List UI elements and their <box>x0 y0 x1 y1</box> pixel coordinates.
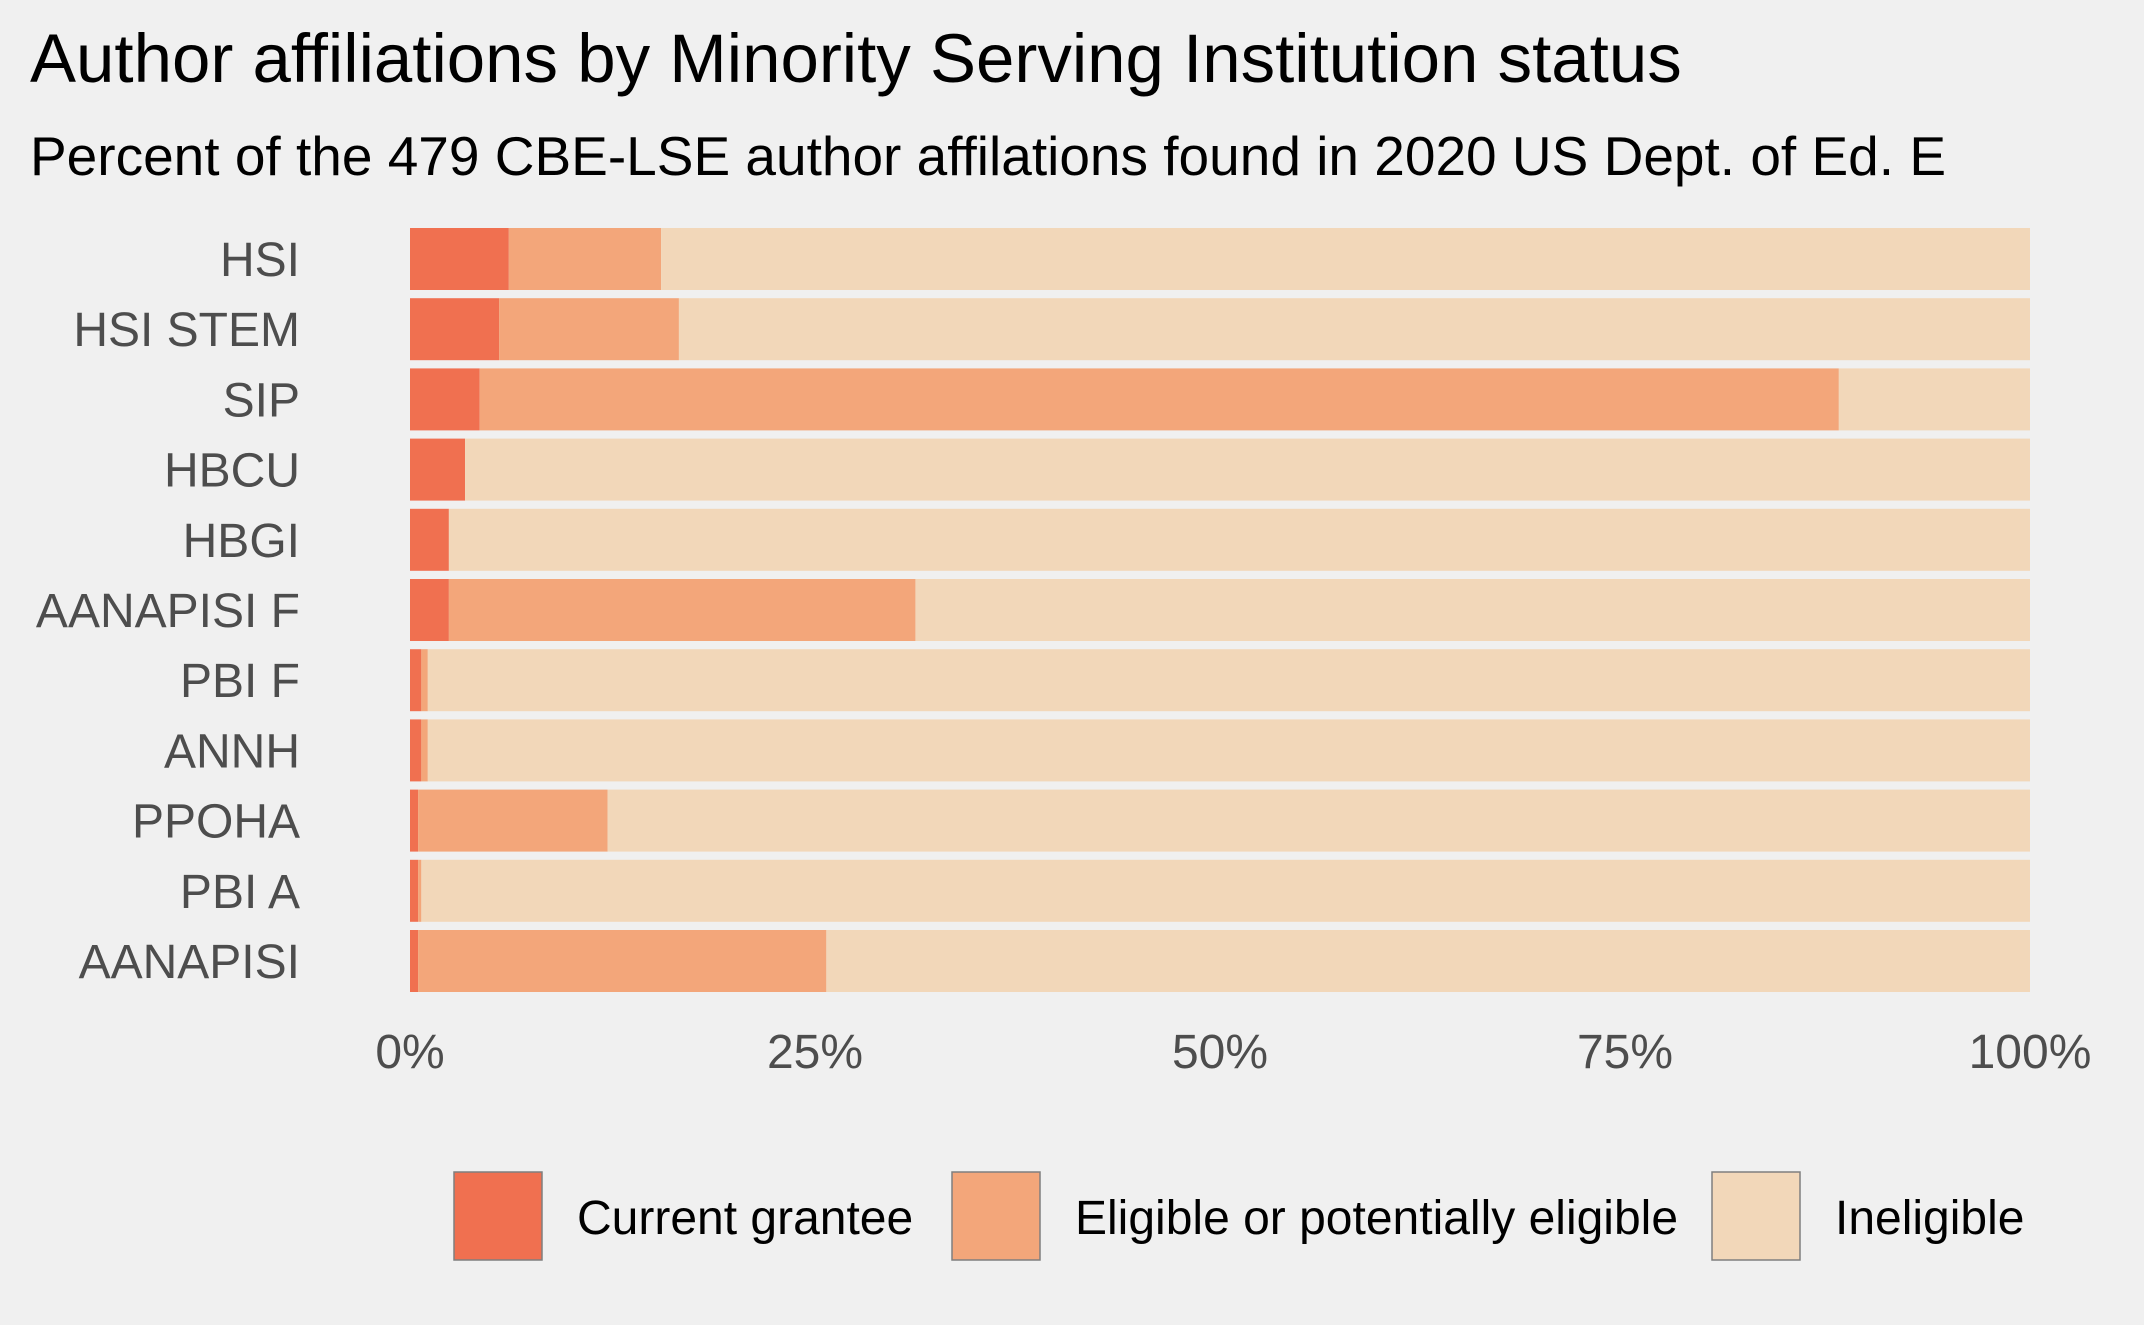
bar-hsi-ineligible <box>661 228 2030 290</box>
x-tick-label-1: 25% <box>767 1026 863 1079</box>
category-label-aanapisi-f: AANAPISI F <box>36 585 300 638</box>
x-tick-label-4: 100% <box>1969 1026 2092 1079</box>
bar-ppoha-eligible-or-potentially-eligible <box>418 789 608 852</box>
bar-pbi-a-eligible-or-potentially-eligible <box>418 859 422 922</box>
bar-hbgi-current-grantee <box>410 508 449 571</box>
bar-aanapisi-current-grantee <box>410 930 419 992</box>
category-label-hbgi: HBGI <box>183 515 300 568</box>
category-label-ppoha: PPOHA <box>132 796 300 849</box>
category-labels: HSI HSI STEM SIP HBCU HBGI AANAPISI F PBI F ANN… <box>36 234 300 989</box>
bar-hsi-stem-eligible-or-potentially-eligible <box>499 298 679 361</box>
chart-title: Author affiliations by Minority Serving … <box>30 20 1682 97</box>
legend-label-ineligible: Ineligible <box>1835 1192 2024 1245</box>
bar-pbi-f-ineligible <box>427 649 2030 712</box>
bar-annh-ineligible <box>427 719 2030 782</box>
bar-aanapisi-ineligible <box>826 930 2030 992</box>
bar-sip-ineligible <box>1838 368 2030 431</box>
x-axis-tick-labels: 0% 25% 50% 75% 100% <box>375 1026 2091 1079</box>
legend-label-eligible-or-potentially-eligible: Eligible or potentially eligible <box>1075 1192 1678 1245</box>
bar-pbi-f-eligible-or-potentially-eligible <box>421 649 428 712</box>
category-label-hsi-stem: HSI STEM <box>73 304 300 357</box>
bar-pbi-a-ineligible <box>421 859 2031 922</box>
x-tick-label-2: 50% <box>1172 1026 1268 1079</box>
bar-hsi-stem-ineligible <box>678 298 2031 361</box>
bar-hsi-eligible-or-potentially-eligible <box>508 228 662 290</box>
bar-ppoha-ineligible <box>607 789 2030 852</box>
legend-swatch-eligible-or-potentially-eligible <box>951 1171 1041 1261</box>
legend-label-current-grantee: Current grantee <box>577 1192 913 1245</box>
bar-hbcu-current-grantee <box>410 438 466 501</box>
bars-group <box>410 228 2031 992</box>
bar-ppoha-current-grantee <box>410 789 419 852</box>
bar-annh-eligible-or-potentially-eligible <box>421 719 428 782</box>
bar-sip-eligible-or-potentially-eligible <box>479 368 1839 431</box>
category-label-pbi-f: PBI F <box>180 655 300 708</box>
bar-pbi-f-current-grantee <box>410 649 422 712</box>
bar-annh-current-grantee <box>410 719 422 782</box>
bar-aanapisi-f-ineligible <box>915 579 2031 641</box>
legend-swatch-ineligible <box>1711 1171 1801 1261</box>
bar-aanapisi-f-current-grantee <box>410 579 449 641</box>
x-tick-label-0: 0% <box>375 1026 444 1079</box>
x-tick-label-3: 75% <box>1577 1026 1673 1079</box>
bar-hsi-stem-current-grantee <box>410 298 500 361</box>
legend-swatch-current-grantee <box>453 1171 543 1261</box>
legend: Current grantee Eligible or potentially e… <box>453 1171 2024 1261</box>
category-label-sip: SIP <box>223 374 300 427</box>
category-label-aanapisi: AANAPISI <box>79 936 300 989</box>
category-label-annh: ANNH <box>164 725 300 778</box>
bar-sip-current-grantee <box>410 368 480 431</box>
chart-subtitle: Percent of the 479 CBE-LSE author affila… <box>30 125 1946 187</box>
bar-hbcu-ineligible <box>465 438 2031 501</box>
category-label-pbi-a: PBI A <box>180 866 300 919</box>
bar-aanapisi-f-eligible-or-potentially-eligible <box>448 579 916 641</box>
bar-hbgi-ineligible <box>448 508 2030 571</box>
bar-hsi-current-grantee <box>410 228 509 290</box>
bar-pbi-a-current-grantee <box>410 859 419 922</box>
category-label-hbcu: HBCU <box>164 445 300 498</box>
category-label-hsi: HSI <box>220 234 300 287</box>
bar-aanapisi-eligible-or-potentially-eligible <box>418 930 827 992</box>
